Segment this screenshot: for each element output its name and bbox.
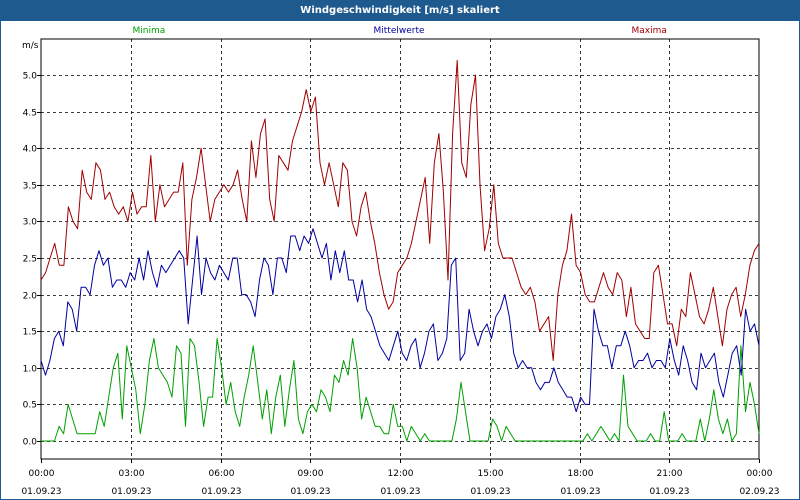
legend-mittelwerte: Mittelwerte: [373, 26, 425, 36]
x-tick-time-label: 18:00: [568, 469, 594, 479]
x-tick-time-label: 06:00: [209, 469, 235, 479]
x-tick-date-label: 02.09.23: [739, 487, 779, 497]
x-tick-time-label: 00:00: [29, 469, 55, 479]
x-tick-time-label: 21:00: [657, 469, 683, 479]
x-tick-date-label: 01.09.23: [201, 487, 241, 497]
x-tick-date-label: 01.09.23: [560, 487, 600, 497]
y-tick-label: 2.5: [23, 255, 37, 265]
x-tick-date-label: 01.09.23: [111, 487, 151, 497]
y-axis-unit-label: m/s: [22, 41, 39, 51]
x-tick-time-label: 12:00: [388, 469, 414, 479]
x-tick-date-label: 01.09.23: [21, 487, 61, 497]
y-tick-label: 3.0: [23, 218, 38, 228]
x-tick-date-label: 01.09.23: [290, 487, 330, 497]
y-tick-label: 1.0: [23, 365, 38, 375]
y-tick-label: 4.0: [23, 145, 38, 155]
y-tick-label: 5.0: [23, 72, 38, 82]
x-tick-time-label: 09:00: [298, 469, 324, 479]
series-line-maxima: [40, 59, 760, 361]
legend-minima: Minima: [132, 26, 166, 36]
x-tick-date-label: 01.09.23: [380, 487, 420, 497]
y-tick-label: 0.5: [23, 401, 37, 411]
y-tick-label: 2.0: [23, 292, 38, 302]
series-line-mittelwerte: [40, 228, 760, 413]
window-title: Windgeschwindigkeit [m/s] skaliert: [1, 1, 799, 21]
x-tick-time-label: 15:00: [478, 469, 504, 479]
x-tick-date-label: 01.09.23: [649, 487, 689, 497]
x-tick-date-label: 01.09.23: [470, 487, 510, 497]
y-tick-label: 0.0: [23, 438, 38, 448]
x-tick-time-label: 03:00: [119, 469, 145, 479]
legend-maxima: Maxima: [631, 26, 667, 36]
x-tick-time-label: 00:00: [747, 469, 773, 479]
y-tick-label: 1.5: [23, 328, 37, 338]
y-tick-label: 4.5: [23, 109, 37, 119]
y-tick-label: 3.5: [23, 182, 37, 192]
plot-frame: [40, 38, 760, 460]
series-line-minima: [41, 338, 760, 442]
